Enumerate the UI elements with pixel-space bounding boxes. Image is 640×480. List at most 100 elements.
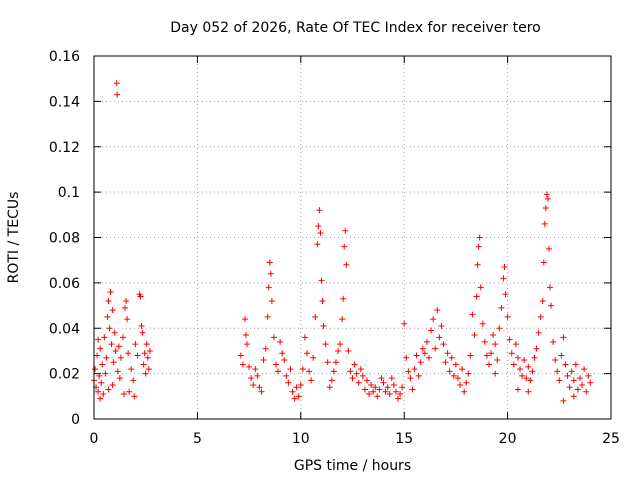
data-point — [465, 370, 472, 377]
data-point — [128, 366, 135, 373]
data-point — [287, 366, 294, 373]
data-point — [382, 388, 389, 395]
data-point — [119, 334, 126, 341]
data-point — [330, 368, 337, 375]
data-point — [407, 375, 414, 382]
data-point — [479, 320, 486, 327]
data-point — [314, 241, 321, 248]
data-point — [317, 229, 324, 236]
data-point — [265, 284, 272, 291]
data-point — [275, 368, 282, 375]
data-point — [103, 354, 110, 361]
data-point — [123, 298, 130, 305]
data-point — [570, 377, 577, 384]
data-point — [457, 381, 464, 388]
data-point — [523, 375, 530, 382]
data-point — [556, 377, 563, 384]
x-tick-labels: 0 5 10 15 20 25 — [90, 431, 620, 447]
data-point — [510, 361, 517, 368]
data-point — [96, 372, 103, 379]
data-point — [490, 332, 497, 339]
data-point — [376, 386, 383, 393]
data-point — [256, 384, 263, 391]
data-point — [339, 316, 346, 323]
data-point — [295, 393, 302, 400]
data-point — [463, 379, 470, 386]
data-point — [531, 354, 538, 361]
data-point — [552, 357, 559, 364]
data-point — [581, 366, 588, 373]
data-point — [357, 366, 364, 373]
data-point — [130, 377, 137, 384]
data-point — [131, 393, 138, 400]
data-point — [506, 336, 513, 343]
data-point — [111, 329, 118, 336]
data-point — [319, 298, 326, 305]
data-point — [337, 341, 344, 348]
data-point — [550, 338, 557, 345]
data-point — [576, 375, 583, 382]
data-point — [384, 384, 391, 391]
data-point — [241, 316, 248, 323]
y-tick-label: 0.14 — [49, 94, 80, 110]
data-point — [289, 388, 296, 395]
data-point — [444, 350, 451, 357]
data-point — [322, 341, 329, 348]
y-tick-label: 0.1 — [58, 185, 80, 201]
data-point — [481, 338, 488, 345]
data-point — [267, 270, 274, 277]
data-point — [99, 361, 106, 368]
y-tick-label: 0.02 — [49, 367, 80, 383]
data-point — [145, 366, 152, 373]
data-point — [450, 372, 457, 379]
data-point — [105, 386, 112, 393]
data-point — [363, 377, 370, 384]
data-point — [448, 354, 455, 361]
data-point — [501, 263, 508, 270]
x-tick-label: 0 — [90, 431, 99, 447]
data-point — [474, 261, 481, 268]
data-point — [370, 388, 377, 395]
data-point — [554, 368, 561, 375]
data-point — [132, 341, 139, 348]
data-point — [546, 284, 553, 291]
data-point — [560, 334, 567, 341]
chart-title: Day 052 of 2026, Rate Of TEC Index for r… — [170, 20, 541, 36]
data-point — [306, 368, 313, 375]
data-point — [304, 350, 311, 357]
data-point — [250, 381, 257, 388]
data-point — [541, 220, 548, 227]
data-point — [475, 243, 482, 250]
data-point — [98, 379, 105, 386]
data-point — [378, 375, 385, 382]
plot-frame — [93, 55, 612, 420]
data-point — [351, 361, 358, 368]
data-point — [485, 361, 492, 368]
data-point — [525, 388, 532, 395]
data-point — [419, 345, 426, 352]
data-point — [540, 259, 547, 266]
data-point — [244, 341, 251, 348]
data-point — [258, 388, 265, 395]
data-point — [374, 393, 381, 400]
data-point — [355, 379, 362, 386]
data-point — [316, 207, 323, 214]
data-point — [405, 368, 412, 375]
data-point — [343, 261, 350, 268]
data-point — [324, 359, 331, 366]
data-point — [144, 354, 151, 361]
data-point — [246, 363, 253, 370]
data-point — [248, 375, 255, 382]
data-point — [434, 307, 441, 314]
data-point — [120, 391, 127, 398]
data-point — [477, 284, 484, 291]
data-point — [279, 350, 286, 357]
data-point — [476, 234, 483, 241]
y-tick-label: 0.08 — [49, 231, 80, 247]
data-point — [390, 381, 397, 388]
data-point — [527, 377, 534, 384]
data-point — [572, 361, 579, 368]
data-point — [124, 316, 131, 323]
data-point — [436, 334, 443, 341]
x-tick-label: 5 — [193, 431, 202, 447]
